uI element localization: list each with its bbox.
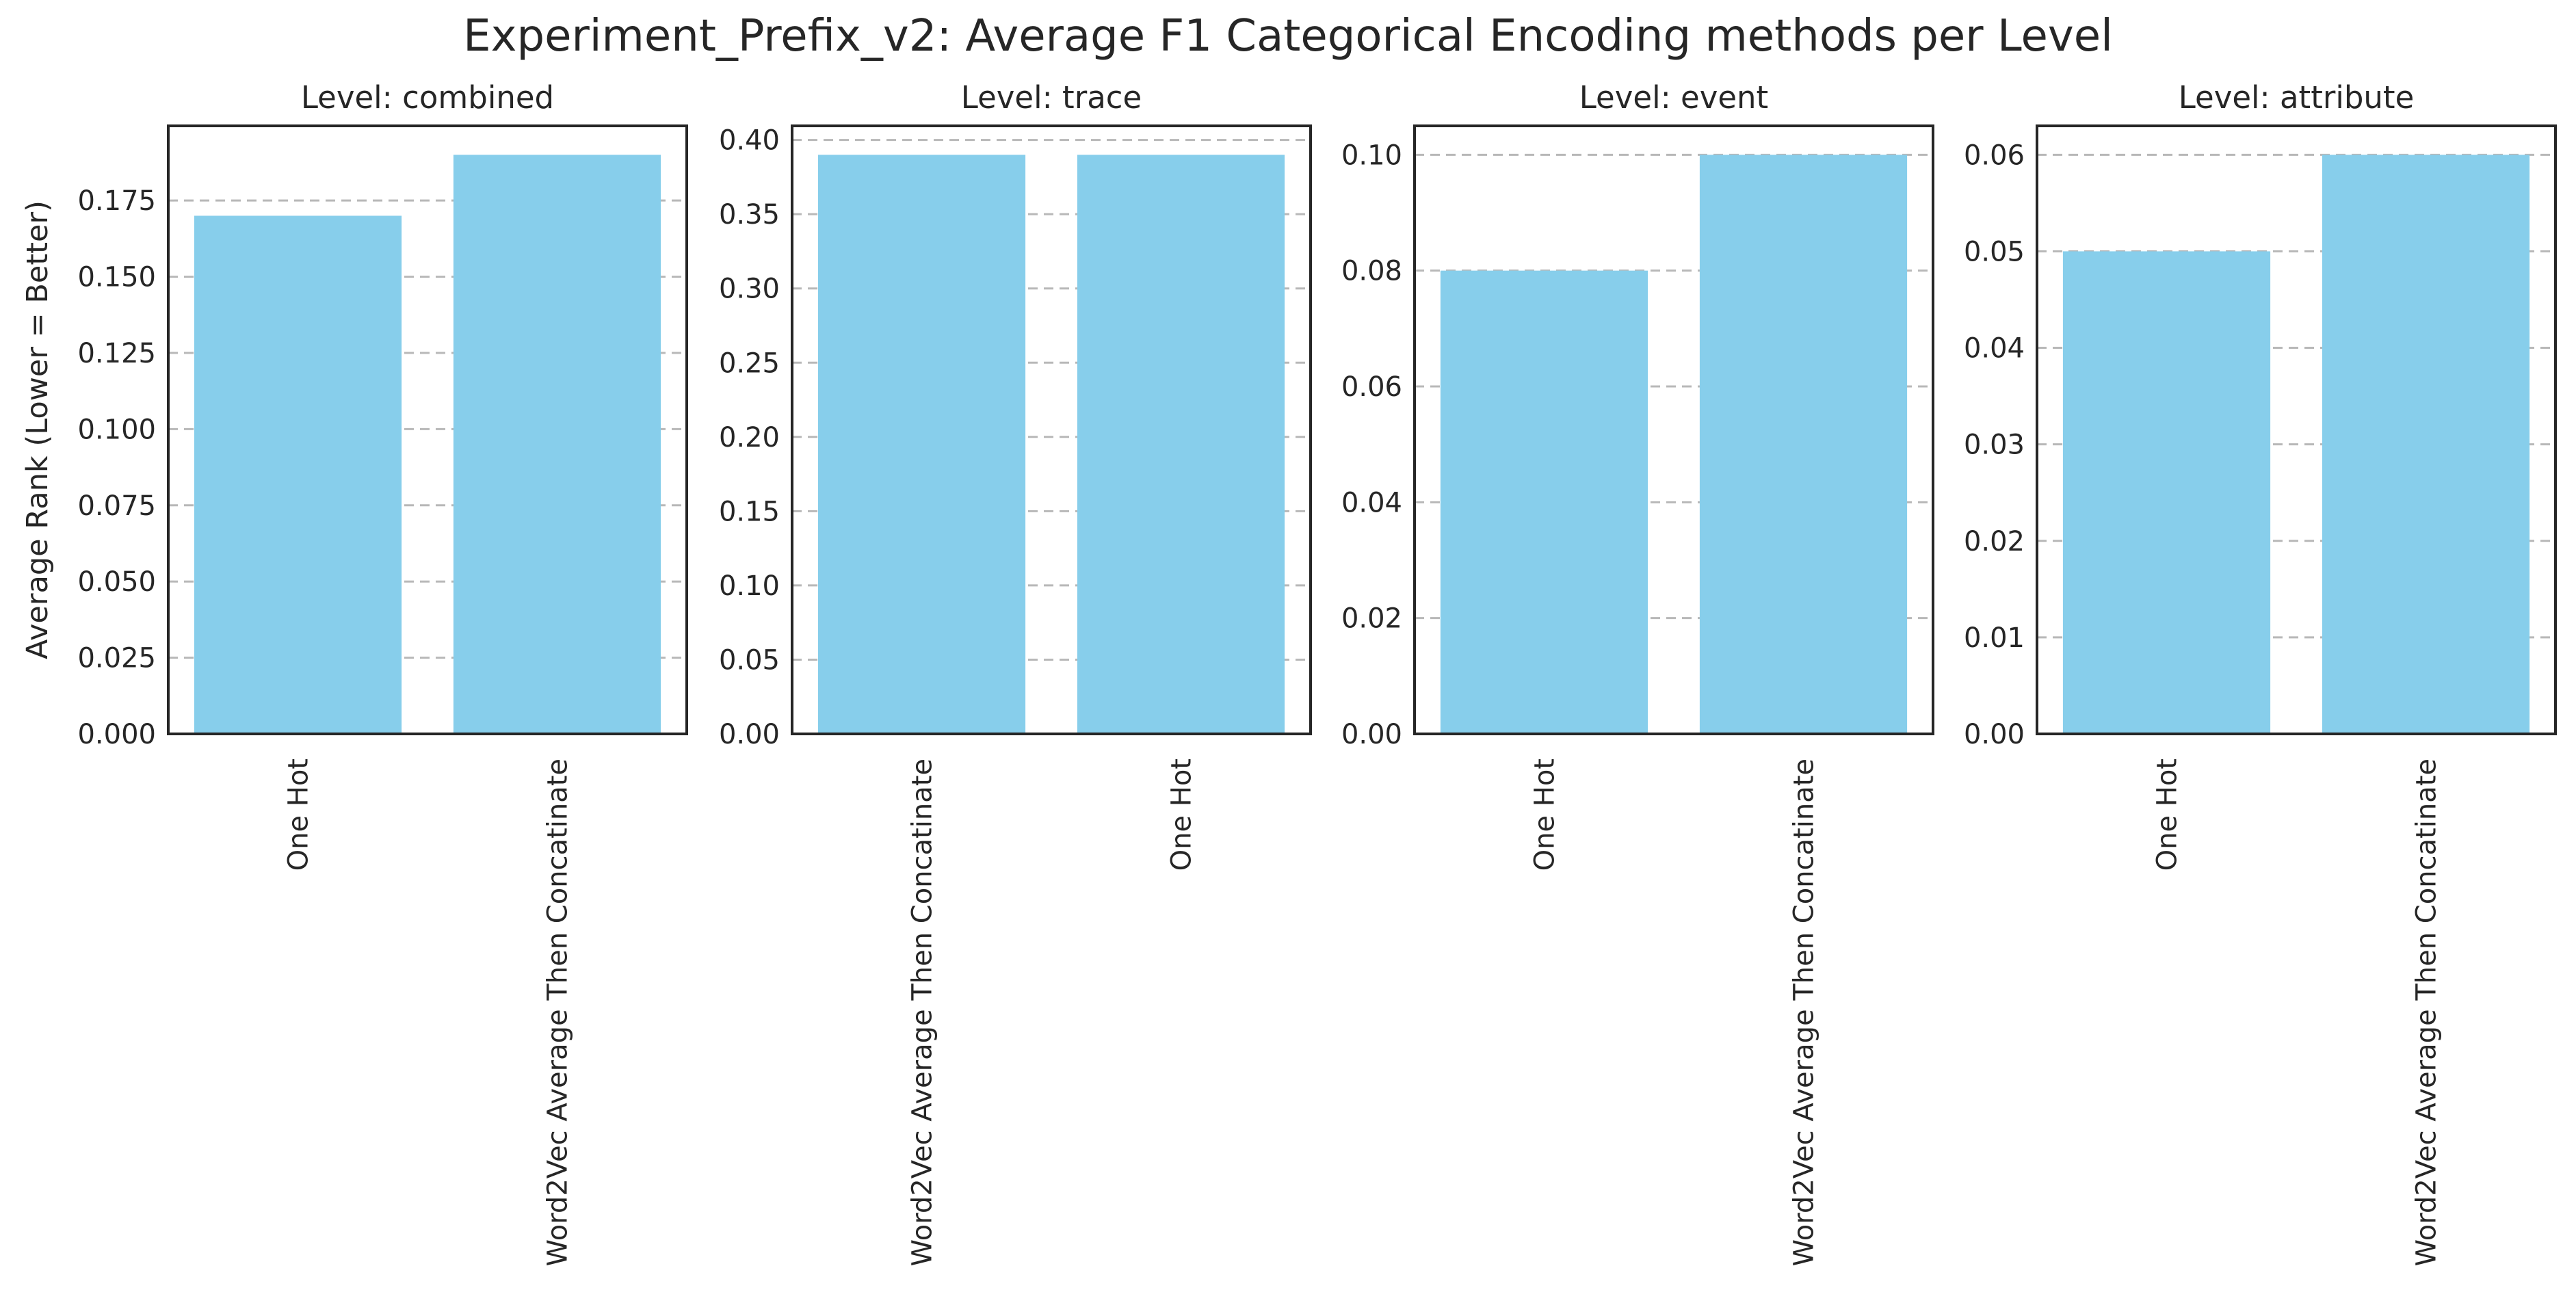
subplot-4: 0.00 0.01 0.02 0.03 0.04 0.05 0.06 One Hot Word2… [1964,79,2557,1266]
subplot-title: Level: attribute [2179,79,2415,116]
y-tick-label: 0.25 [719,347,780,379]
y-tick-label: 0.00 [1964,719,2025,750]
y-tick-label: 0.04 [1964,333,2025,365]
y-tick-label: 0.35 [719,199,780,230]
y-tick-label: 0.125 [77,338,156,369]
x-tick-label: One Hot [2152,759,2183,871]
y-tick-label: 0.10 [1341,140,1402,171]
x-tick-label: Word2Vec Average Then Concatinate [2411,759,2443,1266]
bar-2 [1699,155,1908,735]
y-tick-label: 0.40 [719,125,780,157]
y-tick-label: 0.075 [77,490,156,522]
bar-1 [2062,251,2271,734]
y-tick-label: 0.05 [1964,236,2025,267]
y-tick-label: 0.02 [1341,603,1402,635]
bar-2 [1077,155,1285,735]
bar-1 [194,215,402,734]
y-tick-label: 0.20 [719,422,780,453]
y-tick-label: 0.02 [1964,526,2025,557]
subplots: 0.000 0.025 0.050 0.075 0.100 0.125 0.150 0.175… [21,79,2557,1266]
figure-title: Experiment_Prefix_v2: Average F1 Categor… [463,11,2113,62]
y-tick-label: 0.04 [1341,487,1402,518]
axes-frame [167,124,688,735]
bar-1 [817,155,1026,735]
y-tick-label: 0.050 [77,566,156,598]
subplot-3: 0.00 0.02 0.04 0.06 0.08 0.10 One Hot Word2Vec … [1341,79,1934,1266]
y-tick-label: 0.00 [1341,719,1402,750]
y-tick-label: 0.30 [719,274,780,305]
y-tick-label: 0.00 [719,719,780,750]
bar-1 [1440,270,1648,735]
subplot-title: Level: event [1579,79,1768,116]
subplot-title: Level: combined [301,79,554,116]
y-tick-label: 0.06 [1341,371,1402,403]
bar-2 [453,155,661,735]
x-tick-label: One Hot [283,759,315,871]
y-tick-label: 0.000 [77,719,156,750]
y-tick-label: 0.05 [719,644,780,676]
y-tick-label: 0.025 [77,643,156,674]
x-tick-label: One Hot [1166,759,1198,871]
axes-frame [1413,124,1934,735]
y-tick-label: 0.175 [77,185,156,217]
y-tick-label: 0.10 [719,570,780,602]
subplot-1: 0.000 0.025 0.050 0.075 0.100 0.125 0.150 0.175… [21,79,688,1266]
y-tick-label: 0.03 [1964,430,2025,461]
subplot-2: 0.00 0.05 0.10 0.15 0.20 0.25 0.30 0.35 0.40 Word… [719,79,1312,1266]
x-tick-label: Word2Vec Average Then Concatinate [542,759,574,1266]
bar-2 [2322,155,2530,735]
y-tick-label: 0.150 [77,262,156,293]
y-tick-label: 0.08 [1341,256,1402,287]
x-tick-label: Word2Vec Average Then Concatinate [1789,759,1820,1266]
axes-frame [791,124,1312,735]
y-tick-label: 0.15 [719,496,780,527]
y-axis-label: Average Rank (Lower = Better) [21,200,55,659]
x-tick-label: One Hot [1529,759,1561,871]
subplot-title: Level: trace [961,79,1142,116]
y-tick-label: 0.01 [1964,622,2025,654]
y-tick-label: 0.06 [1964,140,2025,171]
axes-frame [2036,124,2557,735]
y-tick-label: 0.100 [77,414,156,445]
x-tick-label: Word2Vec Average Then Concatinate [907,759,938,1266]
